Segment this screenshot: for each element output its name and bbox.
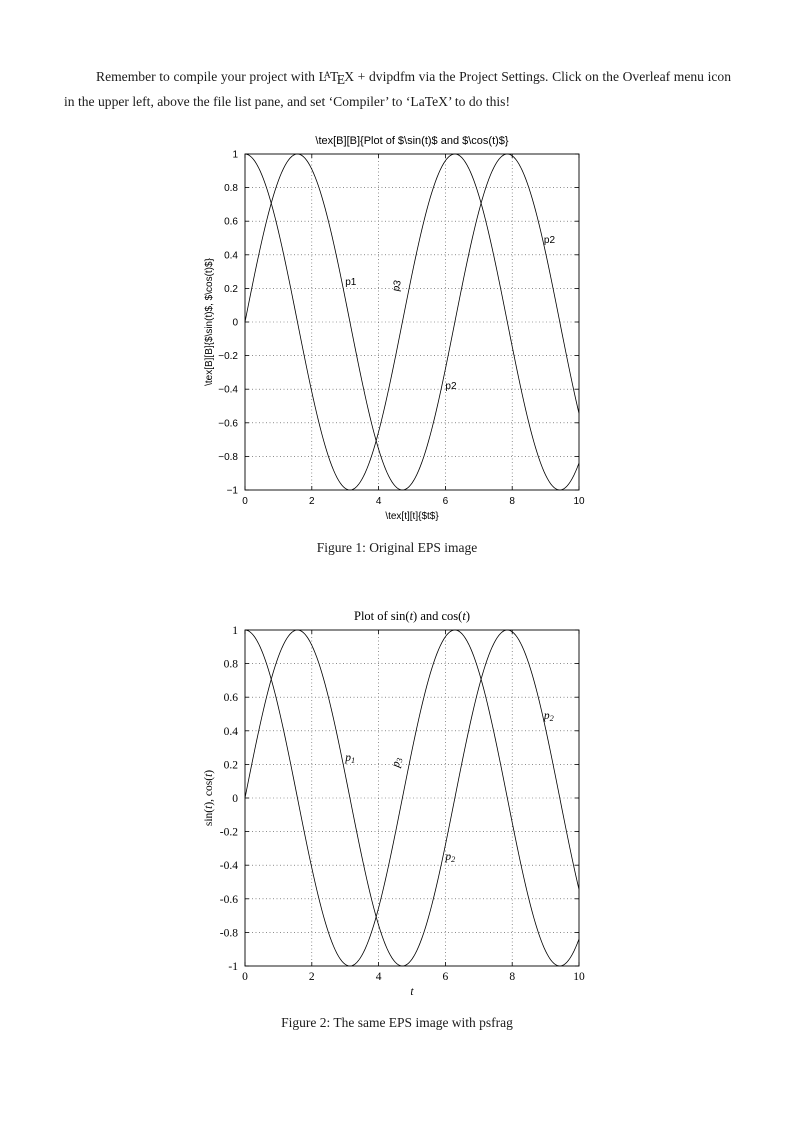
- series-cos(t): [244, 629, 580, 967]
- figure1-caption: Figure 1: Original EPS image: [316, 540, 478, 555]
- latex-logo-letter: T: [330, 69, 339, 84]
- y-tick-label: 0: [232, 793, 238, 805]
- x-tick-label: 10: [573, 971, 585, 983]
- y-tick-label: 0: [232, 318, 238, 329]
- x-tick-label: 4: [376, 971, 382, 983]
- figure2-plot: 0 2 4 6 8 10 1 0.8 0.6 0.4 0.2 0 -0.2 -0.4 -0.6 -0.8 -1 P…: [193, 604, 603, 1004]
- curve-annotation: p2: [444, 851, 455, 864]
- curve-annotation: p3: [391, 279, 404, 293]
- curve-annotation: p2: [543, 710, 554, 723]
- x-tick-label: 6: [443, 496, 449, 507]
- y-tick-label: −1: [227, 486, 239, 497]
- y-tick-label: 1: [232, 625, 238, 637]
- x-tick-label: 4: [376, 496, 382, 507]
- y-tick-label: −0.8: [218, 452, 238, 463]
- x-axis-label: t: [410, 986, 414, 998]
- y-tick-label: -0.4: [220, 860, 238, 872]
- x-tick-label: 6: [443, 971, 449, 983]
- paragraph-text-before: Remember to compile your project with: [96, 69, 319, 84]
- x-tick-label: 2: [309, 971, 315, 983]
- latex-logo-letter: L: [318, 69, 327, 84]
- y-tick-label: -0.6: [220, 894, 238, 906]
- chart-title: \tex[B][B]{Plot of $\sin(t)$ and $\cos(t…: [315, 135, 509, 147]
- x-tick-label: 0: [242, 496, 248, 507]
- latex-logo-letter: X: [344, 69, 355, 84]
- intro-paragraph: Remember to compile your project with LA…: [64, 66, 731, 113]
- y-tick-label: 0.8: [224, 183, 238, 194]
- x-tick-label: 0: [242, 971, 248, 983]
- y-tick-label: -0.8: [220, 927, 238, 939]
- x-tick-label: 2: [309, 496, 315, 507]
- y-tick-label: -0.2: [220, 827, 238, 839]
- chart-title: Plot of sin(t) and cos(t): [354, 609, 470, 623]
- figure2-caption: Figure 2: The same EPS image with psfrag: [281, 1015, 513, 1030]
- y-tick-label: 1: [232, 150, 238, 161]
- x-tick-label: 8: [509, 496, 515, 507]
- series-sin(t): [244, 153, 580, 491]
- x-tick-label: 8: [509, 971, 515, 983]
- curve-annotation: p2: [445, 381, 457, 392]
- y-axis-label: sin(t), cos(t): [203, 770, 215, 826]
- y-tick-label: −0.4: [218, 385, 238, 396]
- latex-logo-letter: A: [323, 70, 331, 82]
- paragraph-text-after: + dvipdfm via the Project Settings. Clic…: [64, 69, 731, 109]
- y-tick-label: 0.2: [224, 284, 238, 295]
- latex-logo: LATEX: [318, 69, 355, 87]
- series-sin(t): [244, 629, 580, 967]
- y-tick-label: −0.2: [218, 351, 238, 362]
- series-cos(t): [244, 153, 580, 491]
- y-tick-label: 0.6: [224, 217, 238, 228]
- curve-annotation: p2: [544, 235, 556, 246]
- figure1-plot: 0 2 4 6 8 10 1 0.8 0.6 0.4 0.2 0 −0.2 −0.4 −0.6 −0.8 −1 \…: [193, 128, 603, 528]
- y-tick-label: 0.4: [224, 250, 238, 261]
- y-tick-label: 0.2: [224, 759, 239, 771]
- y-tick-label: 0.6: [224, 692, 239, 704]
- curve-annotation: p1: [345, 277, 357, 288]
- latex-logo-letter: E: [336, 71, 346, 87]
- curve-annotation: p3: [390, 756, 405, 769]
- y-tick-label: −0.6: [218, 418, 238, 429]
- x-axis-label: \tex[t][t]{$t$}: [385, 511, 439, 522]
- y-tick-label: 0.4: [224, 726, 239, 738]
- y-axis-label: \tex[B][B]{$\sin(t)$, $\cos(t)$}: [204, 257, 215, 385]
- y-tick-label: -1: [228, 961, 238, 973]
- y-tick-label: 0.8: [224, 659, 239, 671]
- x-tick-label: 10: [573, 496, 585, 507]
- curve-annotation: p1: [344, 752, 355, 765]
